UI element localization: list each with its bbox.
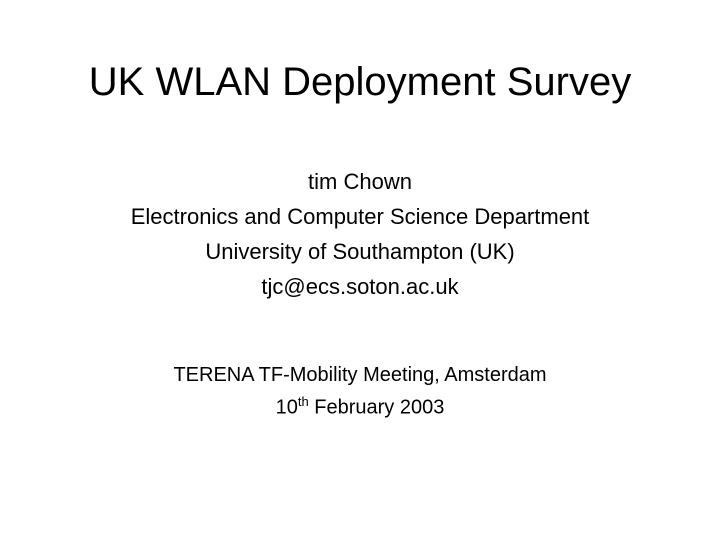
slide-title: UK WLAN Deployment Survey	[60, 60, 660, 105]
slide-container: UK WLAN Deployment Survey tim Chown Elec…	[0, 0, 720, 540]
date-rest: February 2003	[309, 397, 445, 419]
date-day: 10	[276, 397, 298, 419]
meeting-date: 10th February 2003	[60, 392, 660, 423]
author-email: tjc@ecs.soton.ac.uk	[60, 270, 660, 303]
author-block: tim Chown Electronics and Computer Scien…	[60, 165, 660, 305]
meeting-block: TERENA TF-Mobility Meeting, Amsterdam 10…	[60, 360, 660, 425]
meeting-name: TERENA TF-Mobility Meeting, Amsterdam	[60, 360, 660, 390]
date-suffix: th	[298, 394, 309, 409]
author-department: Electronics and Computer Science Departm…	[60, 200, 660, 233]
author-university: University of Southampton (UK)	[60, 235, 660, 268]
author-name: tim Chown	[60, 165, 660, 198]
